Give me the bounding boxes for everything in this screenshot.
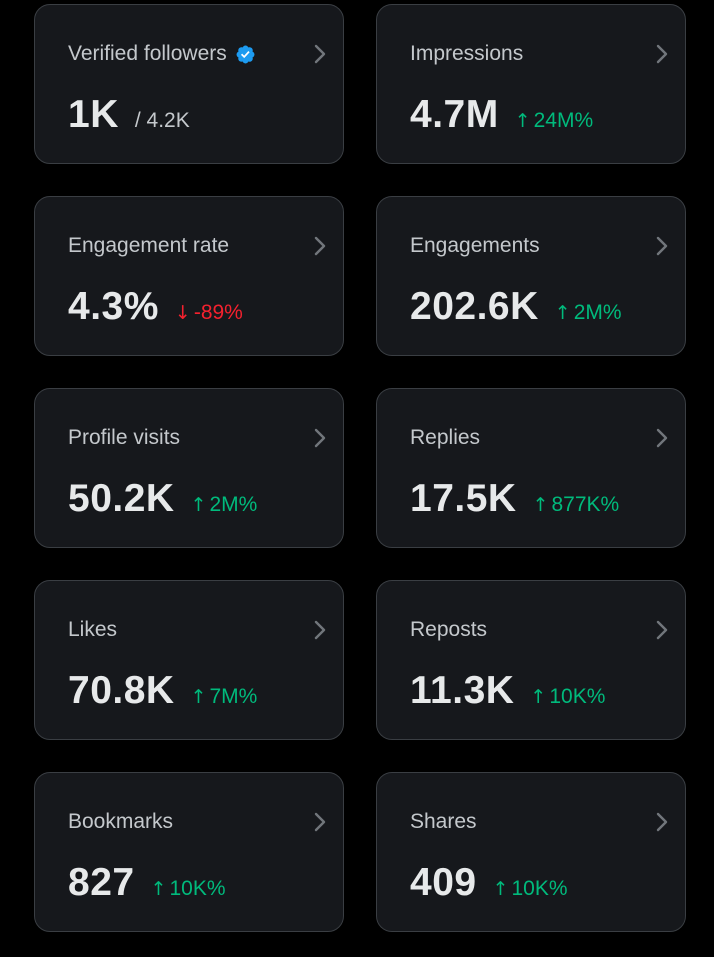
metric-change: ↑ 10K% — [530, 685, 605, 709]
metric-value-row: 17.5K ↑ 877K% — [410, 477, 619, 521]
metric-value-row: 827 ↑ 10K% — [68, 861, 226, 905]
chevron-right-icon — [314, 44, 326, 64]
metric-card-replies[interactable]: Replies 17.5K ↑ 877K% — [376, 388, 686, 548]
verified-badge-icon — [236, 45, 255, 63]
metric-value: 4.3% — [68, 285, 159, 328]
metric-title: Reposts — [410, 618, 488, 641]
metric-title: Shares — [410, 810, 477, 833]
arrow-up-icon: ↑ — [150, 878, 167, 900]
metric-card-engagement-rate[interactable]: Engagement rate 4.3% ↓ -89% — [34, 196, 344, 356]
metric-card-profile-visits[interactable]: Profile visits 50.2K ↑ 2M% — [34, 388, 344, 548]
arrow-up-icon: ↑ — [514, 110, 531, 132]
metric-value: 409 — [410, 861, 477, 904]
metric-value: 17.5K — [410, 477, 517, 520]
metric-change-value: 10K% — [549, 685, 606, 708]
metric-title: Verified followers — [68, 42, 256, 66]
metric-value-row: 4.7M ↑ 24M% — [410, 93, 593, 137]
chevron-right-icon — [656, 428, 668, 448]
metric-title: Replies — [410, 426, 481, 449]
metric-change: ↑ 2M% — [555, 301, 622, 325]
metric-value-row: 409 ↑ 10K% — [410, 861, 568, 905]
metric-total: / 4.2K — [134, 109, 190, 132]
metric-title: Engagements — [410, 234, 540, 257]
metric-change: ↑ 2M% — [191, 493, 258, 517]
metric-card-reposts[interactable]: Reposts 11.3K ↑ 10K% — [376, 580, 686, 740]
metric-change-value: 2M% — [573, 301, 622, 324]
metric-card-likes[interactable]: Likes 70.8K ↑ 7M% — [34, 580, 344, 740]
arrow-up-icon: ↑ — [532, 494, 549, 516]
metric-value: 4.7M — [410, 93, 499, 136]
metric-change-value: 10K% — [511, 877, 568, 900]
metrics-grid: Verified followers 1K / 4.2K Impressions… — [34, 4, 686, 932]
arrow-down-icon: ↓ — [174, 302, 191, 324]
chevron-right-icon — [314, 812, 326, 832]
metric-change-value: 24M% — [533, 109, 594, 132]
metric-change: ↑ 10K% — [151, 877, 226, 901]
metric-value: 827 — [68, 861, 135, 904]
metric-value-row: 50.2K ↑ 2M% — [68, 477, 257, 521]
metric-value-row: 202.6K ↑ 2M% — [410, 285, 622, 329]
metric-change: ↓ -89% — [175, 301, 243, 325]
metric-value: 1K — [68, 93, 119, 136]
arrow-up-icon: ↑ — [190, 494, 207, 516]
metric-change-value: 2M% — [209, 493, 258, 516]
metric-title: Impressions — [410, 42, 524, 65]
arrow-up-icon: ↑ — [492, 878, 509, 900]
metric-title: Likes — [68, 618, 118, 641]
metric-card-shares[interactable]: Shares 409 ↑ 10K% — [376, 772, 686, 932]
metric-value: 11.3K — [410, 669, 515, 712]
metric-change-value: -89% — [193, 301, 243, 324]
arrow-up-icon: ↑ — [554, 302, 571, 324]
metric-card-verified-followers[interactable]: Verified followers 1K / 4.2K — [34, 4, 344, 164]
metric-value: 202.6K — [410, 285, 539, 328]
metric-title-label: Verified followers — [68, 42, 227, 65]
metric-card-impressions[interactable]: Impressions 4.7M ↑ 24M% — [376, 4, 686, 164]
metric-value: 50.2K — [68, 477, 175, 520]
chevron-right-icon — [314, 620, 326, 640]
metric-change-value: 10K% — [169, 877, 226, 900]
metric-value-row: 1K / 4.2K — [68, 93, 190, 137]
arrow-up-icon: ↑ — [530, 686, 547, 708]
metric-card-bookmarks[interactable]: Bookmarks 827 ↑ 10K% — [34, 772, 344, 932]
chevron-right-icon — [656, 812, 668, 832]
chevron-right-icon — [314, 236, 326, 256]
metric-change: ↑ 877K% — [533, 493, 620, 517]
metric-value-row: 4.3% ↓ -89% — [68, 285, 243, 329]
metric-card-engagements[interactable]: Engagements 202.6K ↑ 2M% — [376, 196, 686, 356]
chevron-right-icon — [656, 44, 668, 64]
metric-change: ↑ 7M% — [191, 685, 258, 709]
metric-value: 70.8K — [68, 669, 175, 712]
chevron-right-icon — [314, 428, 326, 448]
metric-title: Bookmarks — [68, 810, 174, 833]
metric-change-value: 877K% — [551, 493, 620, 516]
metric-change: ↑ 24M% — [515, 109, 593, 133]
metric-change: ↑ 10K% — [493, 877, 568, 901]
metric-change-value: 7M% — [209, 685, 258, 708]
metric-title: Engagement rate — [68, 234, 230, 257]
arrow-up-icon: ↑ — [190, 686, 207, 708]
metric-value-row: 11.3K ↑ 10K% — [410, 669, 605, 713]
chevron-right-icon — [656, 620, 668, 640]
metric-title: Profile visits — [68, 426, 181, 449]
chevron-right-icon — [656, 236, 668, 256]
metric-value-row: 70.8K ↑ 7M% — [68, 669, 257, 713]
